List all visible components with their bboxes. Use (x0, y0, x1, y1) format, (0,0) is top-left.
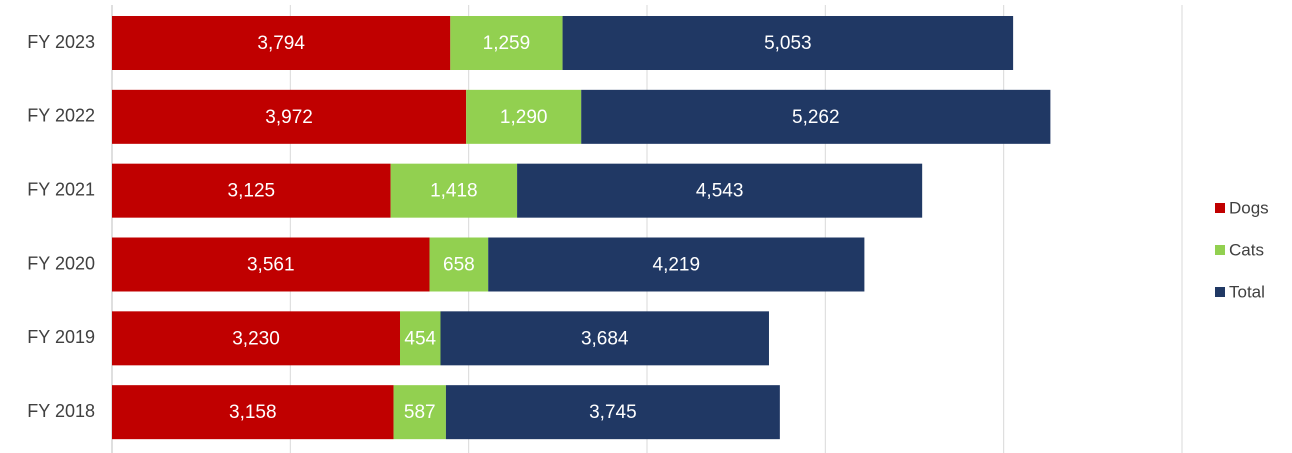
data-label: 5,262 (792, 107, 840, 128)
data-label: 454 (404, 328, 436, 349)
data-label: 1,418 (430, 181, 478, 202)
y-tick-label: FY 2018 (27, 401, 95, 421)
y-tick-label: FY 2019 (27, 327, 95, 347)
bar-segment (112, 89, 467, 144)
bar-segment (112, 311, 401, 366)
legend-label: Total (1229, 282, 1265, 301)
data-label: 4,543 (696, 181, 744, 202)
y-tick-label: FY 2022 (27, 106, 95, 126)
legend-label: Dogs (1229, 198, 1269, 217)
data-label: 3,972 (265, 107, 313, 128)
legend-swatch (1215, 245, 1225, 255)
y-tick-label: FY 2020 (27, 253, 95, 273)
bar-segment (488, 237, 865, 292)
data-label: 1,290 (500, 107, 548, 128)
bar-segment (112, 385, 394, 440)
data-label: 3,794 (257, 33, 305, 54)
bar-segment (393, 385, 446, 440)
data-label: 3,158 (229, 402, 277, 423)
bar-segment (450, 16, 563, 70)
bar-segment (517, 163, 923, 218)
bar-segment (112, 16, 451, 70)
bar-segment (400, 311, 441, 366)
data-label: 3,230 (232, 328, 280, 349)
bar-segment (445, 385, 780, 440)
data-label: 4,219 (653, 255, 701, 276)
data-label: 658 (443, 255, 475, 276)
legend-label: Cats (1229, 240, 1264, 259)
legend-swatch (1215, 287, 1225, 297)
bar-segment (429, 237, 489, 292)
bar-segment (581, 89, 1051, 144)
bar-segment (466, 89, 582, 144)
bar-segment (440, 311, 769, 366)
bar-segment (562, 16, 1014, 70)
legend-swatch (1215, 203, 1225, 213)
data-label: 5,053 (764, 33, 812, 54)
data-label: 3,684 (581, 328, 629, 349)
bar-segment (112, 237, 430, 292)
data-label: 3,745 (589, 402, 637, 423)
bar-segment (390, 163, 518, 218)
bar-segment (112, 163, 391, 218)
data-label: 587 (404, 402, 436, 423)
data-label: 1,259 (483, 33, 531, 54)
data-label: 3,561 (247, 255, 295, 276)
data-label: 3,125 (228, 181, 276, 202)
y-tick-label: FY 2023 (27, 32, 95, 52)
y-tick-label: FY 2021 (27, 179, 95, 199)
